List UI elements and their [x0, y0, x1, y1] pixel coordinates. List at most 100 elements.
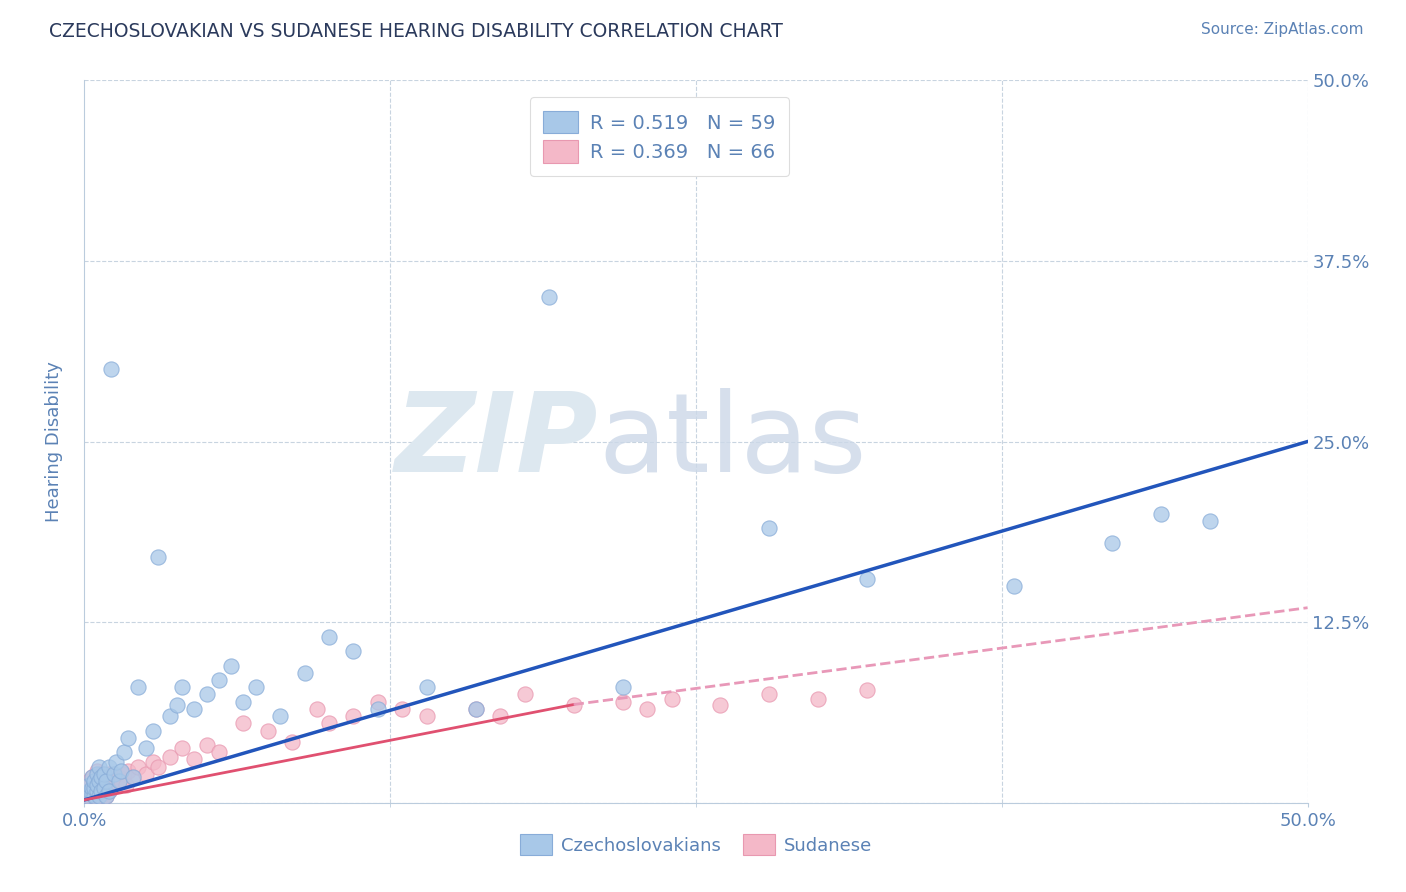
Text: CZECHOSLOVAKIAN VS SUDANESE HEARING DISABILITY CORRELATION CHART: CZECHOSLOVAKIAN VS SUDANESE HEARING DISA… — [49, 22, 783, 41]
Point — [281, 735, 304, 749]
Point — [135, 767, 157, 781]
Point — [391, 702, 413, 716]
Point — [172, 740, 194, 755]
Point — [87, 789, 110, 803]
Point — [856, 572, 879, 586]
Point — [464, 702, 486, 716]
Point — [183, 752, 205, 766]
Point — [342, 644, 364, 658]
Point — [305, 702, 328, 716]
Point — [80, 770, 103, 784]
Point — [1150, 507, 1173, 521]
Point — [83, 784, 105, 798]
Point — [159, 749, 181, 764]
Point — [127, 760, 149, 774]
Point — [562, 698, 585, 712]
Point — [538, 290, 561, 304]
Point — [807, 691, 830, 706]
Point — [269, 709, 291, 723]
Point — [77, 779, 100, 793]
Point — [135, 740, 157, 755]
Point — [232, 716, 254, 731]
Point — [90, 770, 112, 784]
Point — [83, 789, 105, 803]
Point — [142, 756, 165, 770]
Point — [294, 665, 316, 680]
Point — [709, 698, 731, 712]
Point — [489, 709, 512, 723]
Point — [76, 789, 98, 803]
Point — [166, 698, 188, 712]
Point — [117, 764, 139, 778]
Point — [172, 680, 194, 694]
Point — [77, 789, 100, 803]
Point — [77, 784, 100, 798]
Point — [232, 695, 254, 709]
Point — [122, 770, 145, 784]
Point — [127, 680, 149, 694]
Point — [122, 770, 145, 784]
Point — [636, 702, 658, 716]
Point — [90, 789, 112, 803]
Point — [80, 770, 103, 784]
Point — [90, 779, 112, 793]
Point — [367, 695, 389, 709]
Point — [83, 774, 105, 789]
Point — [76, 789, 98, 803]
Point — [367, 702, 389, 716]
Point — [416, 680, 439, 694]
Point — [93, 770, 115, 784]
Point — [416, 709, 439, 723]
Point — [1101, 535, 1123, 549]
Point — [117, 731, 139, 745]
Point — [105, 756, 128, 770]
Point — [146, 760, 169, 774]
Point — [77, 784, 100, 798]
Point — [856, 683, 879, 698]
Point — [86, 767, 108, 781]
Point — [86, 764, 108, 778]
Point — [97, 784, 120, 798]
Point — [97, 760, 120, 774]
Point — [83, 789, 105, 803]
Point — [93, 781, 115, 796]
Point — [87, 781, 110, 796]
Point — [661, 691, 683, 706]
Point — [464, 702, 486, 716]
Point — [110, 764, 132, 778]
Point — [100, 362, 122, 376]
Point — [115, 779, 138, 793]
Point — [195, 738, 218, 752]
Point — [103, 774, 125, 789]
Point — [183, 702, 205, 716]
Point — [96, 774, 118, 789]
Point — [97, 784, 120, 798]
Point — [1002, 579, 1025, 593]
Point — [112, 767, 135, 781]
Point — [83, 779, 105, 793]
Point — [86, 789, 108, 803]
Point — [93, 789, 115, 803]
Point — [86, 784, 108, 798]
Legend: Czechoslovakians, Sudanese: Czechoslovakians, Sudanese — [512, 827, 880, 863]
Point — [96, 789, 118, 803]
Point — [77, 774, 100, 789]
Point — [513, 687, 536, 701]
Point — [90, 767, 112, 781]
Point — [87, 789, 110, 803]
Text: ZIP: ZIP — [395, 388, 598, 495]
Point — [87, 770, 110, 784]
Point — [318, 630, 340, 644]
Point — [612, 695, 634, 709]
Point — [90, 784, 112, 798]
Point — [96, 789, 118, 803]
Point — [93, 781, 115, 796]
Point — [103, 767, 125, 781]
Point — [208, 745, 231, 759]
Point — [342, 709, 364, 723]
Point — [612, 680, 634, 694]
Point — [80, 789, 103, 803]
Point — [1198, 514, 1220, 528]
Point — [110, 774, 132, 789]
Point — [80, 781, 103, 796]
